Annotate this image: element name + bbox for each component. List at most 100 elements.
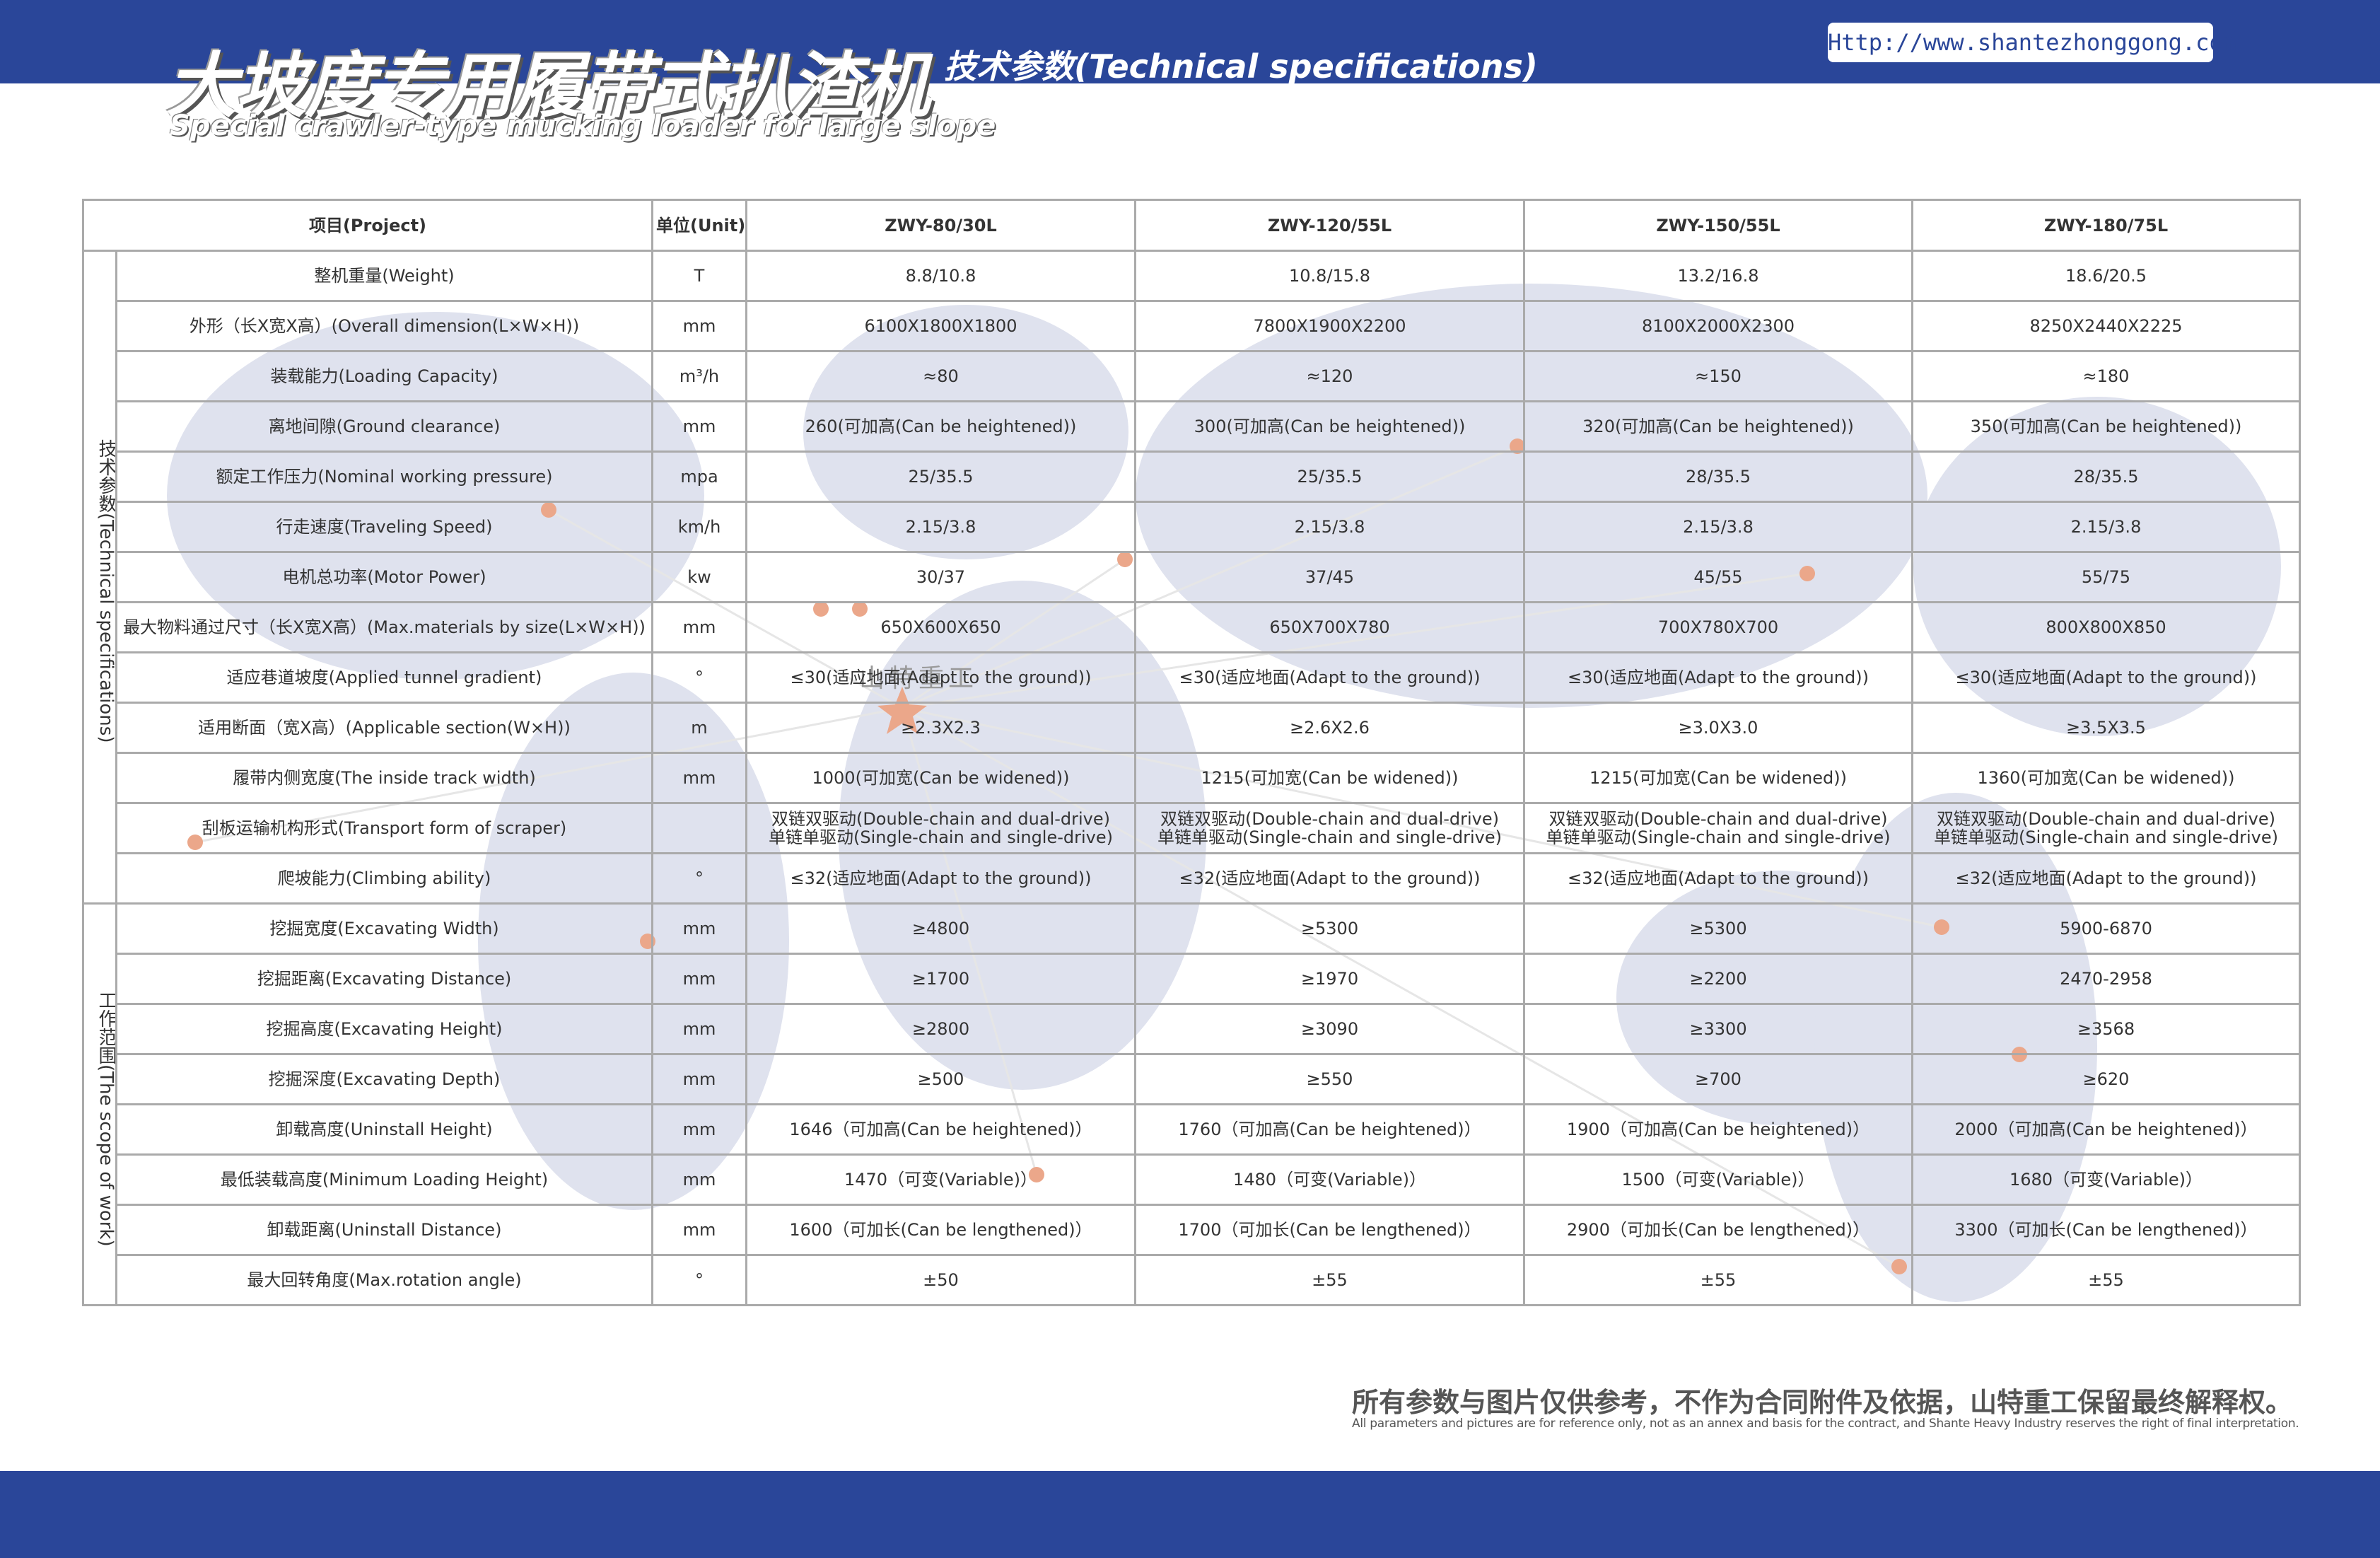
- value-cell: ±55: [1523, 1254, 1913, 1306]
- value-cell: ≥3.0X3.0: [1523, 702, 1913, 754]
- value-cell: ≥700: [1523, 1053, 1913, 1105]
- value-cell: ≈120: [1134, 350, 1525, 402]
- value-cell: 650X700X780: [1134, 601, 1525, 653]
- value-cell: ≥5300: [1134, 902, 1525, 955]
- value-cell: 37/45: [1134, 551, 1525, 603]
- unit-cell: mm: [651, 1204, 747, 1256]
- value-cell: 1900（可加高(Can be heightened)）: [1523, 1103, 1913, 1156]
- value-cell: 1760（可加高(Can be heightened)）: [1134, 1103, 1525, 1156]
- value-cell: ±50: [745, 1254, 1136, 1306]
- value-cell: 5900-6870: [1911, 902, 2301, 955]
- header-cell: ZWY-80/30L: [745, 199, 1136, 252]
- table-row: 行走速度(Traveling Speed) km/h 2.15/3.8 2.15/3.…: [83, 501, 2301, 553]
- value-cell: ≥3.5X3.5: [1911, 702, 2301, 754]
- project-cell: 挖掘深度(Excavating Depth): [115, 1053, 653, 1105]
- table-row: 卸载距离(Uninstall Distance) mm 1600（可加长(Can b…: [83, 1204, 2301, 1256]
- value-cell: 1000(可加宽(Can be widened)): [745, 752, 1136, 804]
- value-cell: ≥2.3X2.3: [745, 702, 1136, 754]
- value-cell: 2.15/3.8: [1911, 501, 2301, 553]
- value-line: 双链双驱动(Double-chain and dual-drive): [1160, 809, 1500, 829]
- value-cell: ±55: [1911, 1254, 2301, 1306]
- table-row: 刮板运输机构形式(Transport form of scraper) 双链双驱动…: [83, 802, 2301, 854]
- header-cell: 单位(Unit): [651, 199, 747, 252]
- value-cell: 2.15/3.8: [1523, 501, 1913, 553]
- unit-cell: km/h: [651, 501, 747, 553]
- value-cell: ≤30(适应地面(Adapt to the ground)): [1134, 651, 1525, 704]
- project-cell: 卸载距离(Uninstall Distance): [115, 1204, 653, 1256]
- value-line: 单链单驱动(Single-chain and single-drive): [1933, 827, 2279, 847]
- value-cell: 1680（可变(Variable)）: [1911, 1153, 2301, 1206]
- value-cell: 30/37: [745, 551, 1136, 603]
- value-cell: 55/75: [1911, 551, 2301, 603]
- value-cell: ≈80: [745, 350, 1136, 402]
- url[interactable]: Http://www.shantezhonggong.com: [1828, 23, 2236, 62]
- value-line: 单链单驱动(Single-chain and single-drive): [1157, 827, 1503, 847]
- value-cell: ≈180: [1911, 350, 2301, 402]
- value-line: 单链单驱动(Single-chain and single-drive): [768, 827, 1114, 847]
- value-cell: ≥1700: [745, 953, 1136, 1005]
- value-cell: ≥4800: [745, 902, 1136, 955]
- value-cell: 双链双驱动(Double-chain and dual-drive) 单链单驱动(…: [1911, 802, 2301, 854]
- title: 大坡度专用履带式扒渣机: [166, 45, 930, 127]
- table-row: 最大回转角度(Max.rotation angle) ° ±50 ±55 ±55 ±55: [83, 1254, 2301, 1306]
- unit-cell: °: [651, 852, 747, 905]
- value-cell: ≥2200: [1523, 953, 1913, 1005]
- project-cell: 适用断面（宽X高）(Applicable section(W×H)): [115, 702, 653, 754]
- table-row: 外形（长X宽X高）(Overall dimension(L×W×H)) mm 610…: [83, 300, 2301, 352]
- value-cell: 2.15/3.8: [745, 501, 1136, 553]
- value-cell: 28/35.5: [1523, 450, 1913, 503]
- table-row: 适用断面（宽X高）(Applicable section(W×H)) m ≥2.3X…: [83, 702, 2301, 754]
- value-cell: 1215(可加宽(Can be widened)): [1134, 752, 1525, 804]
- table-row: 履带内侧宽度(The inside track width) mm 1000(可加宽…: [83, 752, 2301, 804]
- unit-cell: mm: [651, 953, 747, 1005]
- project-cell: 行走速度(Traveling Speed): [115, 501, 653, 553]
- project-cell: 挖掘宽度(Excavating Width): [115, 902, 653, 955]
- unit-cell: T: [651, 250, 747, 302]
- project-cell: 挖掘高度(Excavating Height): [115, 1003, 653, 1055]
- value-line: 双链双驱动(Double-chain and dual-drive): [1936, 809, 2276, 829]
- value-cell: 双链双驱动(Double-chain and dual-drive) 单链单驱动(…: [1523, 802, 1913, 854]
- value-cell: 1700（可加长(Can be lengthened)）: [1134, 1204, 1525, 1256]
- table-row: 适应巷道坡度(Applied tunnel gradient) ° ≤30(适应地面…: [83, 651, 2301, 704]
- value-cell: ≥2800: [745, 1003, 1136, 1055]
- value-cell: 8.8/10.8: [745, 250, 1136, 302]
- value-cell: 28/35.5: [1911, 450, 2301, 503]
- project-cell: 外形（长X宽X高）(Overall dimension(L×W×H)): [115, 300, 653, 352]
- unit-cell: m: [651, 702, 747, 754]
- value-cell: ≤32(适应地面(Adapt to the ground)): [745, 852, 1136, 905]
- value-cell: 1646（可加高(Can be heightened)）: [745, 1103, 1136, 1156]
- table-row: 装载能力(Loading Capacity) m³/h ≈80 ≈120 ≈150 ≈18…: [83, 350, 2301, 402]
- value-cell: 8250X2440X2225: [1911, 300, 2301, 352]
- unit-cell: m³/h: [651, 350, 747, 402]
- value-cell: 700X780X700: [1523, 601, 1913, 653]
- value-cell: 8100X2000X2300: [1523, 300, 1913, 352]
- value-cell: ≥5300: [1523, 902, 1913, 955]
- project-cell: 刮板运输机构形式(Transport form of scraper): [115, 802, 653, 854]
- value-cell: 2900（可加长(Can be lengthened)）: [1523, 1204, 1913, 1256]
- value-cell: ≤30(适应地面(Adapt to the ground)): [745, 651, 1136, 704]
- unit-cell: kw: [651, 551, 747, 603]
- value-cell: 45/55: [1523, 551, 1913, 603]
- value-cell: ≥550: [1134, 1053, 1525, 1105]
- unit-cell: mm: [651, 300, 747, 352]
- table-row: 最大物料通过尺寸（长X宽X高）(Max.materials by size(L×…: [83, 601, 2301, 653]
- table-row: 电机总功率(Motor Power) kw 30/37 37/45 45/55 55/75: [83, 551, 2301, 603]
- unit-cell: mpa: [651, 450, 747, 503]
- project-cell: 最大物料通过尺寸（长X宽X高）(Max.materials by size(L×…: [115, 601, 653, 653]
- value-cell: ±55: [1134, 1254, 1525, 1306]
- project-cell: 电机总功率(Motor Power): [115, 551, 653, 603]
- table-row: 挖掘距离(Excavating Distance) mm ≥1700 ≥1970 ≥22…: [83, 953, 2301, 1005]
- value-cell: 300(可加高(Can be heightened)): [1134, 400, 1525, 453]
- group-label: 工作范围(The scope of work): [82, 902, 117, 1306]
- value-cell: 1215(可加宽(Can be widened)): [1523, 752, 1913, 804]
- header-cell: ZWY-180/75L: [1911, 199, 2301, 252]
- value-cell: 18.6/20.5: [1911, 250, 2301, 302]
- value-cell: 1480（可变(Variable)）: [1134, 1153, 1525, 1206]
- value-cell: 800X800X850: [1911, 601, 2301, 653]
- value-cell: ≤32(适应地面(Adapt to the ground)): [1911, 852, 2301, 905]
- unit-cell: mm: [651, 1153, 747, 1206]
- subtitle: Special crawler-type mucking loader for …: [170, 110, 996, 142]
- value-cell: 25/35.5: [1134, 450, 1525, 503]
- value-cell: ≤32(适应地面(Adapt to the ground)): [1134, 852, 1525, 905]
- project-cell: 爬坡能力(Climbing ability): [115, 852, 653, 905]
